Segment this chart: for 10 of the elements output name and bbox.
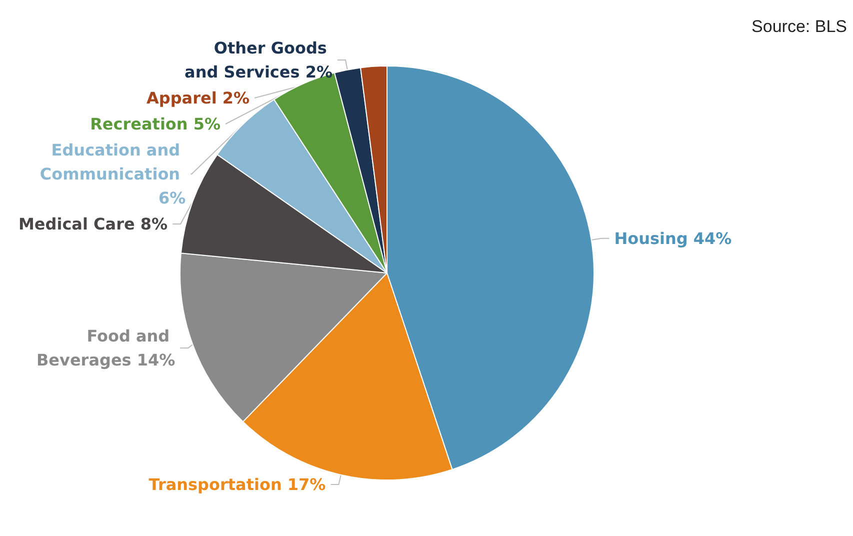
source-note: Source: BLS <box>752 17 848 36</box>
slice-label: Food and Beverages 14% <box>36 326 176 370</box>
slice-label: Apparel 2% <box>146 88 250 108</box>
slice-label: Recreation 5% <box>90 114 221 134</box>
slice-label: Other Goods and Services 2% <box>184 38 333 82</box>
slice-label: Housing 44% <box>614 228 732 248</box>
slice-label: Medical Care 8% <box>18 214 168 234</box>
data-label: 6% <box>158 188 186 208</box>
slice-label: Transportation 17% <box>148 475 326 494</box>
slice-label: Education and Communication <box>40 140 186 184</box>
